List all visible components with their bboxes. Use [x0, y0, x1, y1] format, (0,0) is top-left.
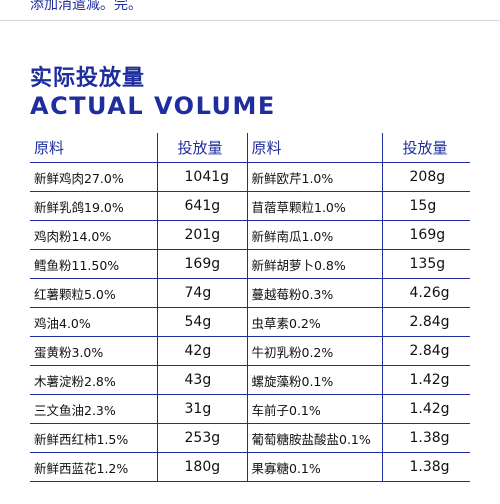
- cell-amount-left: 43g: [156, 365, 248, 395]
- cell-ingredient-right: 苜蓿草颗粒1.0%: [246, 191, 383, 221]
- table-row: 木薯淀粉2.8% 43g 螺旋藻粉0.1% 1.42g: [30, 365, 470, 395]
- cell-amount-left: 54g: [156, 307, 248, 337]
- cell-ingredient-left: 鳕鱼粉11.50%: [30, 249, 158, 279]
- cell-amount-left: 180g: [156, 452, 248, 482]
- cell-ingredient-right: 果寡糖0.1%: [246, 452, 383, 482]
- cell-amount-left: 253g: [156, 423, 248, 453]
- cell-ingredient-right: 新鲜欧芹1.0%: [246, 162, 383, 192]
- header-amount-left: 投放量: [156, 133, 248, 163]
- table-row: 新鲜鸡肉27.0% 1041g 新鲜欧芹1.0% 208g: [30, 162, 470, 192]
- table-row: 鸡肉粉14.0% 201g 新鲜南瓜1.0% 169g: [30, 220, 470, 250]
- ingredient-volume-table: 原料 投放量 原料 投放量 新鲜鸡肉27.0% 1041g 新鲜欧芹1.0% 208g…: [30, 133, 470, 482]
- section-title-chinese: 实际投放量: [30, 66, 146, 91]
- header-amount-right: 投放量: [381, 133, 470, 163]
- cell-ingredient-right: 新鲜南瓜1.0%: [246, 220, 383, 250]
- cell-ingredient-left: 木薯淀粉2.8%: [30, 365, 158, 395]
- cell-ingredient-right: 牛初乳粉0.2%: [246, 336, 383, 366]
- top-note-fragment: 添加消遣减。完。: [30, 0, 142, 13]
- header-ingredient-left: 原料: [30, 133, 158, 163]
- cell-ingredient-left: 新鲜西红柿1.5%: [30, 423, 158, 453]
- cell-amount-left: 201g: [156, 220, 248, 250]
- header-ingredient-right: 原料: [246, 133, 383, 163]
- cell-ingredient-left: 鸡油4.0%: [30, 307, 158, 337]
- cell-amount-left: 42g: [156, 336, 248, 366]
- cell-amount-right: 1.38g: [381, 423, 470, 453]
- cell-ingredient-right: 新鲜胡萝卜0.8%: [246, 249, 383, 279]
- cell-amount-right: 1.42g: [381, 365, 470, 395]
- cell-amount-right: 208g: [381, 162, 470, 192]
- table-row: 鸡油4.0% 54g 虫草素0.2% 2.84g: [30, 307, 470, 337]
- cell-ingredient-right: 虫草素0.2%: [246, 307, 383, 337]
- cell-amount-left: 74g: [156, 278, 248, 308]
- cell-ingredient-left: 新鲜乳鸽19.0%: [30, 191, 158, 221]
- cell-ingredient-left: 鸡肉粉14.0%: [30, 220, 158, 250]
- cell-amount-left: 1041g: [156, 162, 248, 192]
- cell-ingredient-left: 蛋黄粉3.0%: [30, 336, 158, 366]
- section-title-english: ACTUAL VOLUME: [30, 92, 276, 120]
- cell-amount-left: 31g: [156, 394, 248, 424]
- cell-ingredient-left: 新鲜西蓝花1.2%: [30, 452, 158, 482]
- cell-ingredient-left: 红薯颗粒5.0%: [30, 278, 158, 308]
- cell-ingredient-left: 三文鱼油2.3%: [30, 394, 158, 424]
- top-divider: [0, 20, 500, 21]
- cell-amount-right: 15g: [381, 191, 470, 221]
- cell-amount-right: 1.42g: [381, 394, 470, 424]
- cell-ingredient-left: 新鲜鸡肉27.0%: [30, 162, 158, 192]
- cell-amount-right: 2.84g: [381, 307, 470, 337]
- table-row: 新鲜西红柿1.5% 253g 葡萄糖胺盐酸盐0.1% 1.38g: [30, 423, 470, 453]
- cell-amount-right: 4.26g: [381, 278, 470, 308]
- table-row: 新鲜西蓝花1.2% 180g 果寡糖0.1% 1.38g: [30, 452, 470, 482]
- cell-ingredient-right: 葡萄糖胺盐酸盐0.1%: [246, 423, 383, 453]
- table-row: 蛋黄粉3.0% 42g 牛初乳粉0.2% 2.84g: [30, 336, 470, 366]
- cell-amount-right: 1.38g: [381, 452, 470, 482]
- cell-ingredient-right: 蔓越莓粉0.3%: [246, 278, 383, 308]
- cell-amount-right: 169g: [381, 220, 470, 250]
- table-row: 新鲜乳鸽19.0% 641g 苜蓿草颗粒1.0% 15g: [30, 191, 470, 221]
- cell-amount-left: 169g: [156, 249, 248, 279]
- table-row: 三文鱼油2.3% 31g 车前子0.1% 1.42g: [30, 394, 470, 424]
- table-row: 鳕鱼粉11.50% 169g 新鲜胡萝卜0.8% 135g: [30, 249, 470, 279]
- cell-amount-right: 135g: [381, 249, 470, 279]
- table-row: 红薯颗粒5.0% 74g 蔓越莓粉0.3% 4.26g: [30, 278, 470, 308]
- cell-amount-left: 641g: [156, 191, 248, 221]
- table-header-row: 原料 投放量 原料 投放量: [30, 133, 470, 163]
- cell-ingredient-right: 螺旋藻粉0.1%: [246, 365, 383, 395]
- cell-amount-right: 2.84g: [381, 336, 470, 366]
- cell-ingredient-right: 车前子0.1%: [246, 394, 383, 424]
